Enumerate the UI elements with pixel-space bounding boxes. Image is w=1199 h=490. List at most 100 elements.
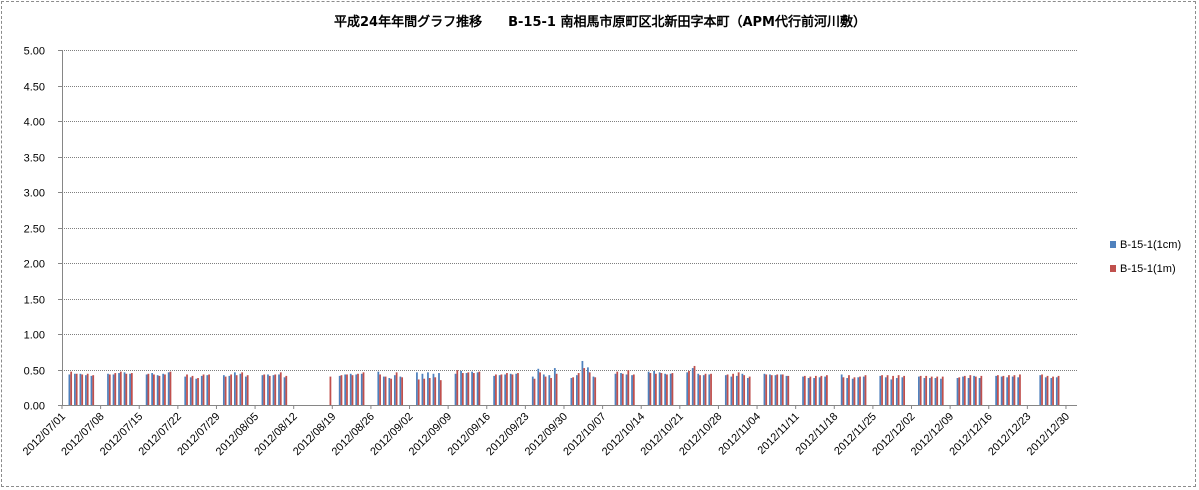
bar-series-1m	[859, 376, 861, 405]
bar-series-1m	[671, 373, 674, 405]
bar-series-1m	[886, 375, 889, 405]
bar-series-1m	[572, 377, 575, 405]
bar-series-1cm	[890, 379, 893, 405]
x-axis-ticks: 2012/07/012012/07/082012/07/152012/07/22…	[21, 411, 1072, 458]
bar-series-1cm	[438, 373, 440, 405]
bar-series-1cm	[846, 378, 849, 405]
bar-series-1m	[390, 378, 392, 405]
bar-series-1cm	[261, 375, 264, 405]
bar-series-1cm	[460, 370, 462, 405]
bar-series-1cm	[112, 374, 115, 405]
bar-series-1m	[197, 378, 199, 405]
bar-series-1cm	[228, 375, 231, 405]
bar-series-1cm	[427, 372, 429, 405]
bar-series-1cm	[515, 373, 518, 405]
bar-series-1cm	[338, 375, 341, 405]
bar-series-1m	[86, 373, 89, 405]
bar-series-1m	[472, 373, 475, 405]
bar-series-1m	[164, 374, 166, 405]
bar-series-1m	[75, 373, 78, 405]
bar-series-1m	[814, 375, 817, 405]
bar-series-1cm	[802, 376, 804, 405]
bar-series-1m	[826, 375, 828, 405]
y-tick-label: 3.50	[24, 153, 45, 165]
bar-series-1cm	[763, 373, 766, 405]
bar-series-1m	[81, 374, 84, 405]
bar-series-1m	[506, 373, 508, 405]
bar-series-1m	[892, 375, 894, 405]
bar-series-1m	[864, 375, 867, 405]
bar-series-1m	[958, 377, 961, 405]
bar-series-1m	[776, 374, 779, 405]
bar-series-1cm	[769, 374, 771, 405]
bar-series-1m	[384, 376, 387, 405]
bar-series-1cm	[1006, 377, 1009, 405]
bar-series-1m	[461, 373, 464, 405]
x-tick-label: 2012/11/04	[716, 411, 763, 458]
bar-series-1m	[395, 372, 398, 405]
bar-series-1cm	[509, 373, 512, 405]
bar-series-1cm	[879, 375, 882, 405]
bar-series-1cm	[691, 368, 694, 405]
bar-series-1m	[919, 375, 922, 405]
bar-series-1m	[820, 375, 823, 405]
bar-series-1cm	[123, 372, 126, 405]
bar-series-1cm	[620, 373, 622, 405]
bars	[68, 360, 1060, 405]
bar-series-1cm	[669, 373, 672, 405]
bar-series-1m	[544, 376, 547, 405]
bar-series-1m	[1019, 374, 1021, 405]
bar-series-1cm	[476, 372, 479, 405]
bar-series-1cm	[234, 372, 236, 405]
bar-series-1m	[930, 376, 933, 405]
bar-series-1cm	[465, 373, 468, 405]
bar-series-1cm	[504, 374, 507, 405]
bar-series-1m	[202, 374, 205, 405]
bar-series-1cm	[195, 378, 198, 405]
bar-series-1m	[621, 373, 624, 405]
bar-series-1cm	[90, 375, 93, 405]
bar-series-1m	[434, 377, 437, 405]
bar-series-1cm	[653, 370, 656, 405]
legend-swatch	[1110, 241, 1116, 248]
bar-series-1m	[224, 376, 227, 405]
bar-series-1cm	[962, 376, 964, 405]
legend-label: B-15-1(1cm)	[1120, 239, 1181, 251]
bar-series-1cm	[940, 378, 942, 405]
bar-series-1cm	[702, 375, 705, 405]
bar-series-1cm	[973, 375, 975, 405]
bar-series-1cm	[118, 373, 120, 405]
bar-series-1m	[660, 373, 663, 405]
bar-series-1cm	[576, 375, 578, 405]
bar-series-1cm	[735, 375, 738, 405]
bar-series-1m	[153, 374, 155, 405]
bar-series-1m	[897, 375, 900, 405]
bar-series-1cm	[200, 375, 203, 405]
legend: B-15-1(1cm) B-15-1(1m)	[1110, 239, 1181, 275]
bar-series-1m	[235, 375, 238, 405]
y-tick-label: 5.00	[24, 46, 45, 58]
bar-series-1m	[169, 371, 172, 405]
bar-series-1cm	[548, 375, 551, 405]
bar-series-1m	[1041, 374, 1043, 405]
bar-series-1m	[941, 376, 944, 405]
bar-series-1cm	[1044, 377, 1047, 405]
bar-series-1m	[925, 375, 928, 405]
bar-series-1m	[787, 375, 790, 405]
bar-series-1cm	[967, 378, 970, 405]
bar-series-1m	[423, 378, 426, 405]
bar-series-1cm	[978, 378, 981, 405]
bar-series-1m	[439, 380, 442, 405]
bar-series-1cm	[884, 377, 887, 405]
bar-series-1cm	[708, 374, 711, 405]
bar-series-1m	[147, 373, 150, 405]
bar-series-1cm	[1050, 378, 1053, 405]
bar-series-1m	[130, 373, 133, 405]
bar-series-1cm	[68, 374, 71, 405]
bar-series-1m	[583, 368, 586, 405]
bar-series-1cm	[377, 371, 380, 405]
bar-series-1m	[186, 374, 188, 405]
bar-series-1m	[704, 373, 707, 405]
bar-series-1m	[693, 365, 696, 405]
bar-series-1cm	[724, 375, 727, 405]
